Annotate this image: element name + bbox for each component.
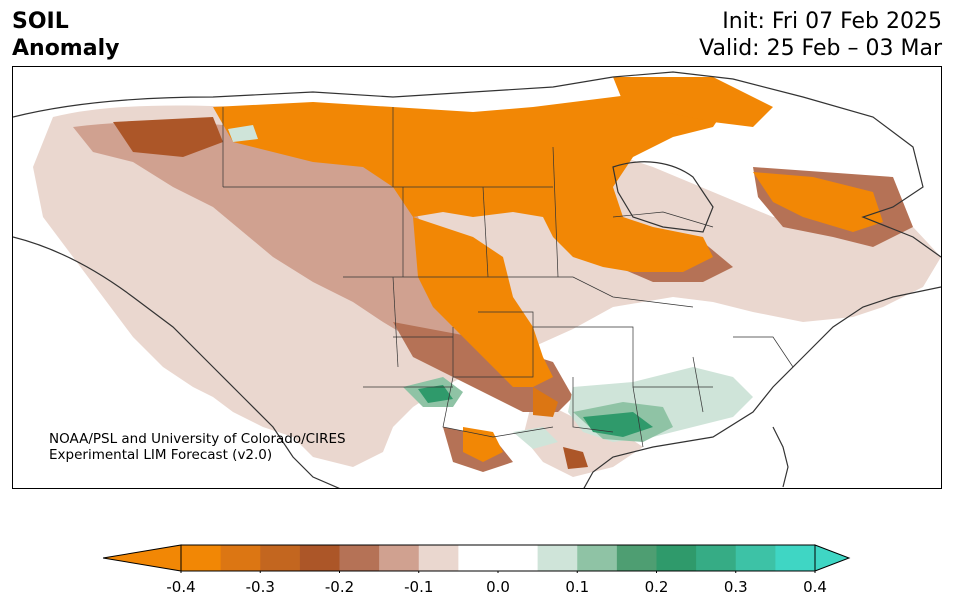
colorbar-tick-label: 0.1 [565,578,590,596]
colorbar-tick-label: 0.4 [803,578,827,596]
colorbar-cell [696,545,737,571]
colorbar-tick-label: -0.4 [166,578,196,596]
colorbar-tick-label: -0.1 [404,578,434,596]
colorbar-cell [498,545,539,571]
colorbar-under-arrow [103,544,182,572]
colorbar-cell [299,545,340,571]
colorbar-tick-label: -0.3 [245,578,275,596]
colorbar-over-arrow [814,544,851,572]
forecast-dates: Init: Fri 07 Feb 2025 Valid: 25 Feb – 03… [699,8,942,62]
colorbar [103,544,851,573]
colorbar-ticks [180,571,816,573]
valid-date: Valid: 25 Feb – 03 Mar [699,36,942,61]
anomaly-shading-wet [228,125,753,449]
title-line-1: SOIL [12,9,69,34]
colorbar-tick-label: -0.2 [324,578,355,596]
colorbar-tick-label: 0.0 [486,578,510,596]
colorbar-cell [577,545,618,571]
colorbar-cells [181,545,816,571]
colorbar-tick-label: 0.3 [723,578,748,596]
state-province-borders [222,107,794,448]
map-panel [12,66,942,489]
title-line-2: Anomaly [12,36,120,61]
coastline-outline [13,71,941,488]
credit-line-1: NOAA/PSL and University of Colorado/CIRE… [49,431,346,447]
init-date: Init: Fri 07 Feb 2025 [722,9,942,34]
anomaly-map [13,71,941,488]
credit-text: NOAA/PSL and University of Colorado/CIRE… [49,431,346,463]
colorbar-cell [418,545,459,571]
colorbar-cell [220,545,261,571]
colorbar-cell [339,545,380,571]
colorbar-cell [537,545,578,571]
colorbar-cell [379,545,420,571]
colorbar-cell [458,545,499,571]
colorbar-cell [735,545,776,571]
colorbar-cell [260,545,301,571]
colorbar-tick-label: 0.2 [644,578,669,596]
anomaly-shading-dry [113,77,883,469]
colorbar-cell [775,545,816,571]
colorbar-cell [656,545,697,571]
colorbar-cell [616,545,657,571]
map-title: SOIL Anomaly [12,8,119,62]
credit-line-2: Experimental LIM Forecast (v2.0) [49,447,273,463]
colorbar-cell [181,545,222,571]
